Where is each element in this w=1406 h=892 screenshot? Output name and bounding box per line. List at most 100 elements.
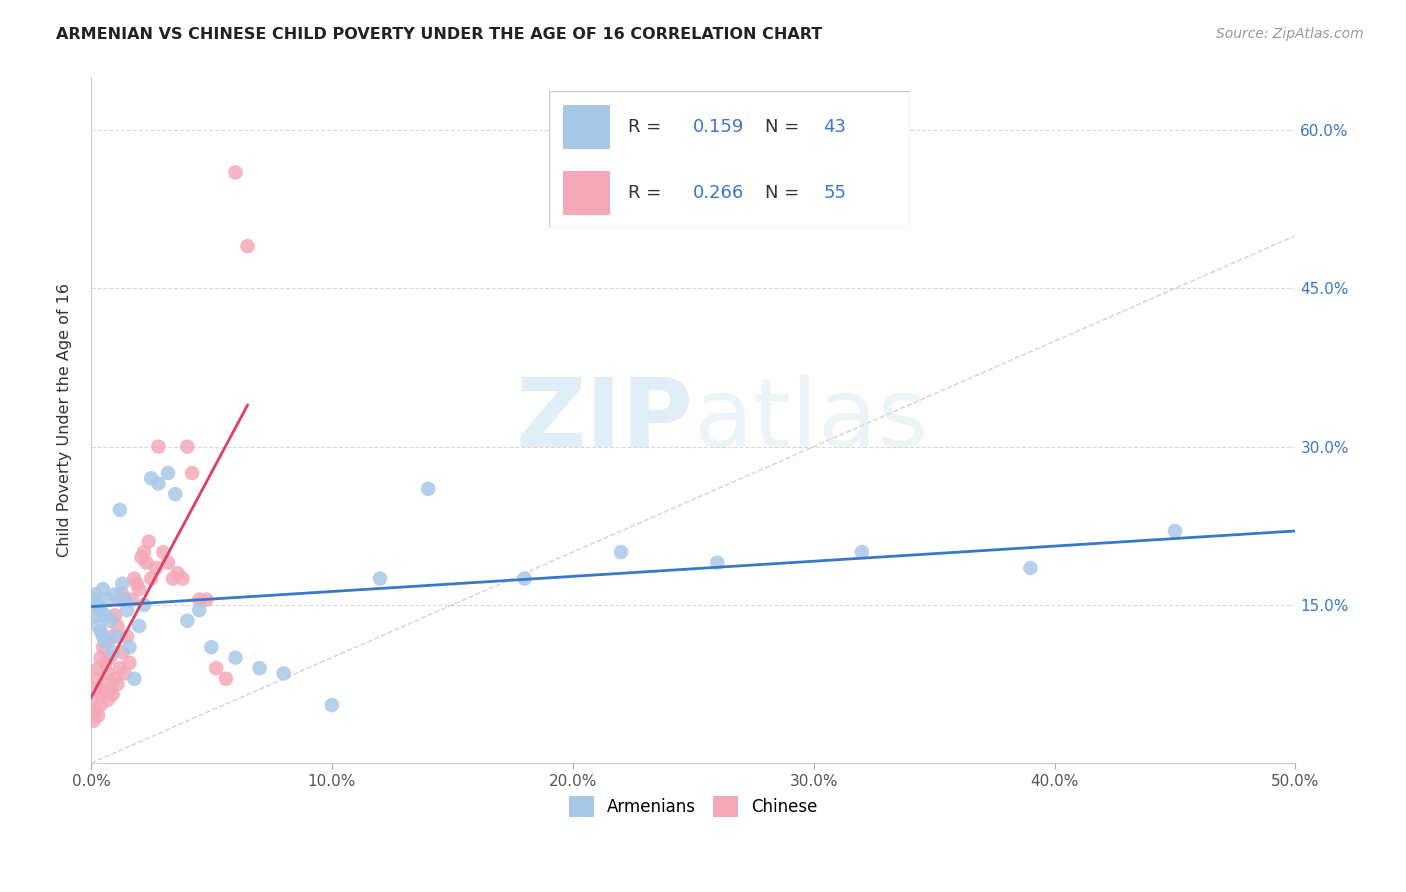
Point xyxy=(82,693,104,707)
Point xyxy=(118,656,141,670)
Point xyxy=(111,576,134,591)
Point xyxy=(94,608,117,623)
Point xyxy=(131,550,153,565)
Point xyxy=(152,545,174,559)
Point xyxy=(195,592,218,607)
Point xyxy=(138,534,160,549)
Point xyxy=(114,666,136,681)
Point xyxy=(135,556,157,570)
Point xyxy=(97,592,120,607)
Point xyxy=(224,650,246,665)
Point xyxy=(104,608,127,623)
Point xyxy=(90,603,112,617)
Point xyxy=(108,661,131,675)
Legend: Armenians, Chinese: Armenians, Chinese xyxy=(562,789,824,823)
Point xyxy=(157,466,180,480)
Point xyxy=(118,640,141,654)
Point xyxy=(97,693,120,707)
Point xyxy=(98,650,121,665)
Point xyxy=(124,672,146,686)
Point xyxy=(82,714,104,728)
Point xyxy=(104,587,127,601)
Point xyxy=(108,592,131,607)
Point xyxy=(111,645,134,659)
Point xyxy=(132,545,155,559)
Point xyxy=(205,661,228,675)
Point xyxy=(98,682,121,697)
Point xyxy=(97,666,120,681)
Point xyxy=(124,572,146,586)
Point xyxy=(84,703,107,717)
Point xyxy=(87,619,110,633)
Point xyxy=(87,682,110,697)
Point xyxy=(91,582,114,596)
Point xyxy=(141,471,163,485)
Point xyxy=(157,556,180,570)
Point xyxy=(84,672,107,686)
Point xyxy=(91,640,114,654)
Point xyxy=(111,587,134,601)
Point xyxy=(82,592,104,607)
Point xyxy=(148,476,170,491)
Text: ZIP: ZIP xyxy=(516,374,693,467)
Point xyxy=(84,587,107,601)
Point xyxy=(1164,524,1187,538)
Point xyxy=(224,165,246,179)
Point xyxy=(165,487,187,501)
Point xyxy=(114,592,136,607)
Text: ARMENIAN VS CHINESE CHILD POVERTY UNDER THE AGE OF 16 CORRELATION CHART: ARMENIAN VS CHINESE CHILD POVERTY UNDER … xyxy=(56,27,823,42)
Point xyxy=(181,466,204,480)
Point xyxy=(97,635,120,649)
Point xyxy=(132,598,155,612)
Point xyxy=(176,614,198,628)
Point xyxy=(94,656,117,670)
Point xyxy=(94,635,117,649)
Point xyxy=(107,619,129,633)
Point xyxy=(188,592,211,607)
Point xyxy=(236,239,259,253)
Point xyxy=(98,614,121,628)
Point xyxy=(91,688,114,702)
Point xyxy=(141,572,163,586)
Point xyxy=(513,572,536,586)
Point xyxy=(101,645,124,659)
Point xyxy=(249,661,271,675)
Point xyxy=(128,582,150,596)
Point xyxy=(145,561,167,575)
Text: atlas: atlas xyxy=(693,374,928,467)
Point xyxy=(215,672,238,686)
Point xyxy=(91,630,114,644)
Point xyxy=(321,698,343,712)
Point xyxy=(610,545,633,559)
Text: Source: ZipAtlas.com: Source: ZipAtlas.com xyxy=(1216,27,1364,41)
Point xyxy=(87,598,110,612)
Point xyxy=(90,624,112,639)
Point xyxy=(90,650,112,665)
Point xyxy=(200,640,222,654)
Point xyxy=(125,576,148,591)
Point xyxy=(418,482,440,496)
Point xyxy=(84,608,107,623)
Point xyxy=(104,672,127,686)
Point xyxy=(115,630,138,644)
Point xyxy=(94,677,117,691)
Point xyxy=(368,572,391,586)
Point xyxy=(107,630,129,644)
Point xyxy=(115,603,138,617)
Point xyxy=(101,688,124,702)
Point xyxy=(108,503,131,517)
Point xyxy=(148,440,170,454)
Point xyxy=(162,572,184,586)
Point xyxy=(90,698,112,712)
Point xyxy=(166,566,188,581)
Point xyxy=(851,545,873,559)
Point xyxy=(1019,561,1042,575)
Y-axis label: Child Poverty Under the Age of 16: Child Poverty Under the Age of 16 xyxy=(58,284,72,558)
Point xyxy=(107,677,129,691)
Point xyxy=(121,592,143,607)
Point xyxy=(176,440,198,454)
Point xyxy=(87,708,110,723)
Point xyxy=(101,630,124,644)
Point xyxy=(172,572,194,586)
Point xyxy=(188,603,211,617)
